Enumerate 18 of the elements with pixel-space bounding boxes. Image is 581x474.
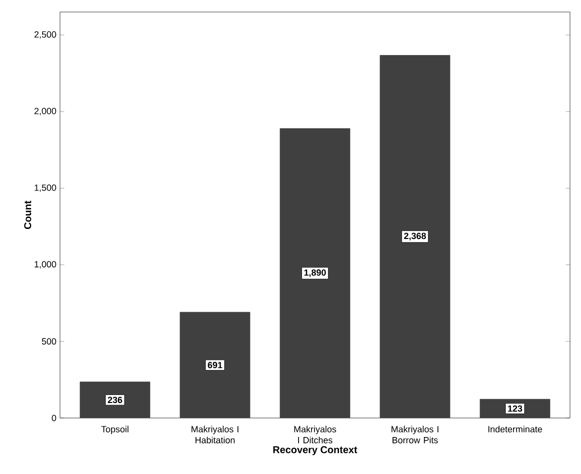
x-axis-title: Recovery Context: [273, 446, 358, 456]
y-tick-label: 2,500: [34, 31, 56, 39]
y-tick-label: 500: [42, 338, 56, 345]
y-tick-label: 1,500: [34, 184, 56, 192]
x-tick-label: Makriyalos I Ditches: [294, 426, 336, 444]
x-tick-label: Indeterminate: [488, 426, 542, 432]
y-axis-title: Count: [24, 200, 32, 229]
x-tick-label: Makriyalos I Habitation: [192, 426, 238, 444]
y-tick-label: 0: [52, 414, 56, 422]
data-label: 1,890: [304, 269, 326, 278]
x-tick-label: Makriyalos I Borrow Pits: [392, 426, 438, 444]
y-tick-label: 1,000: [34, 261, 56, 268]
y-tick-label: 2,000: [34, 108, 56, 116]
data-label: 123: [508, 405, 522, 412]
x-tick-label: Topsoil: [101, 426, 128, 434]
data-label: 691: [208, 362, 222, 368]
data-label: 236: [108, 396, 122, 404]
data-label: 2,368: [404, 232, 426, 240]
